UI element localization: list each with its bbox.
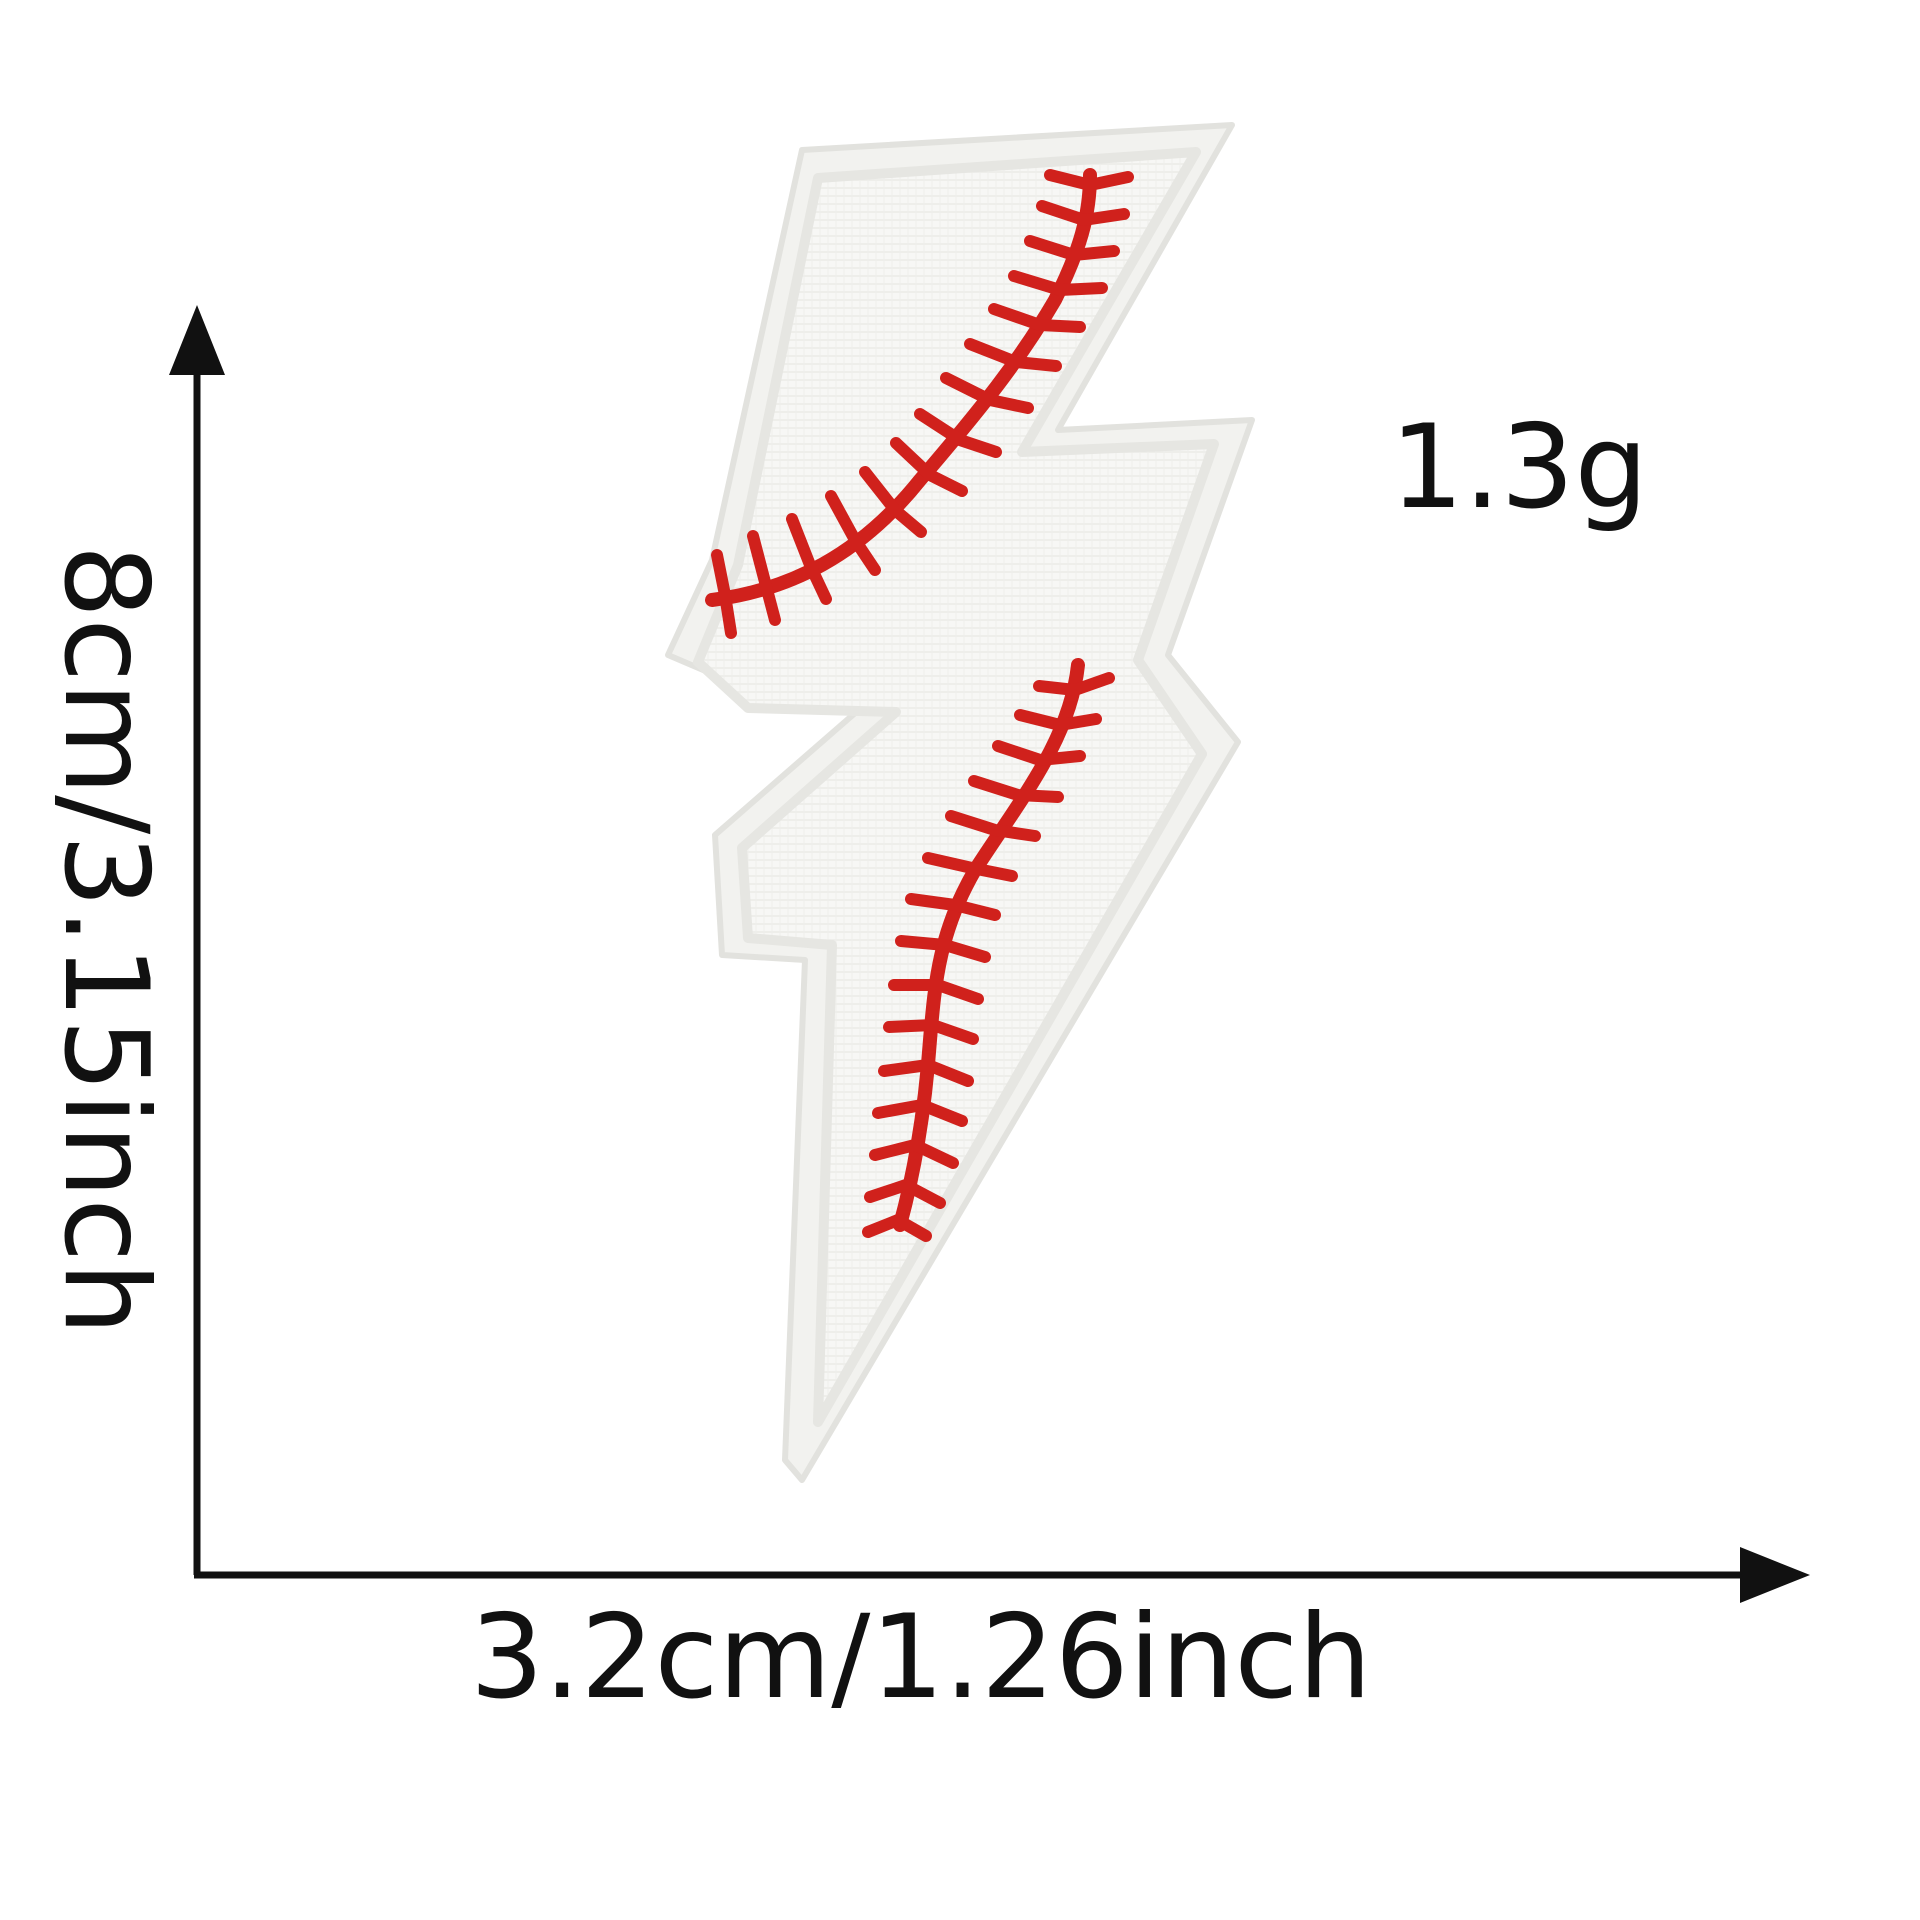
weight-label: 1.3g: [1390, 400, 1649, 535]
patch-inner-border: [693, 147, 1219, 1427]
stitching-lower: [862, 658, 1115, 1242]
height-dimension-label: 8cm/3.15inch: [38, 544, 173, 1336]
stitching-upper: [705, 168, 1134, 639]
lightning-bolt-patch: [665, 122, 1255, 1483]
width-dimension-label: 3.2cm/1.26inch: [470, 1590, 1372, 1725]
